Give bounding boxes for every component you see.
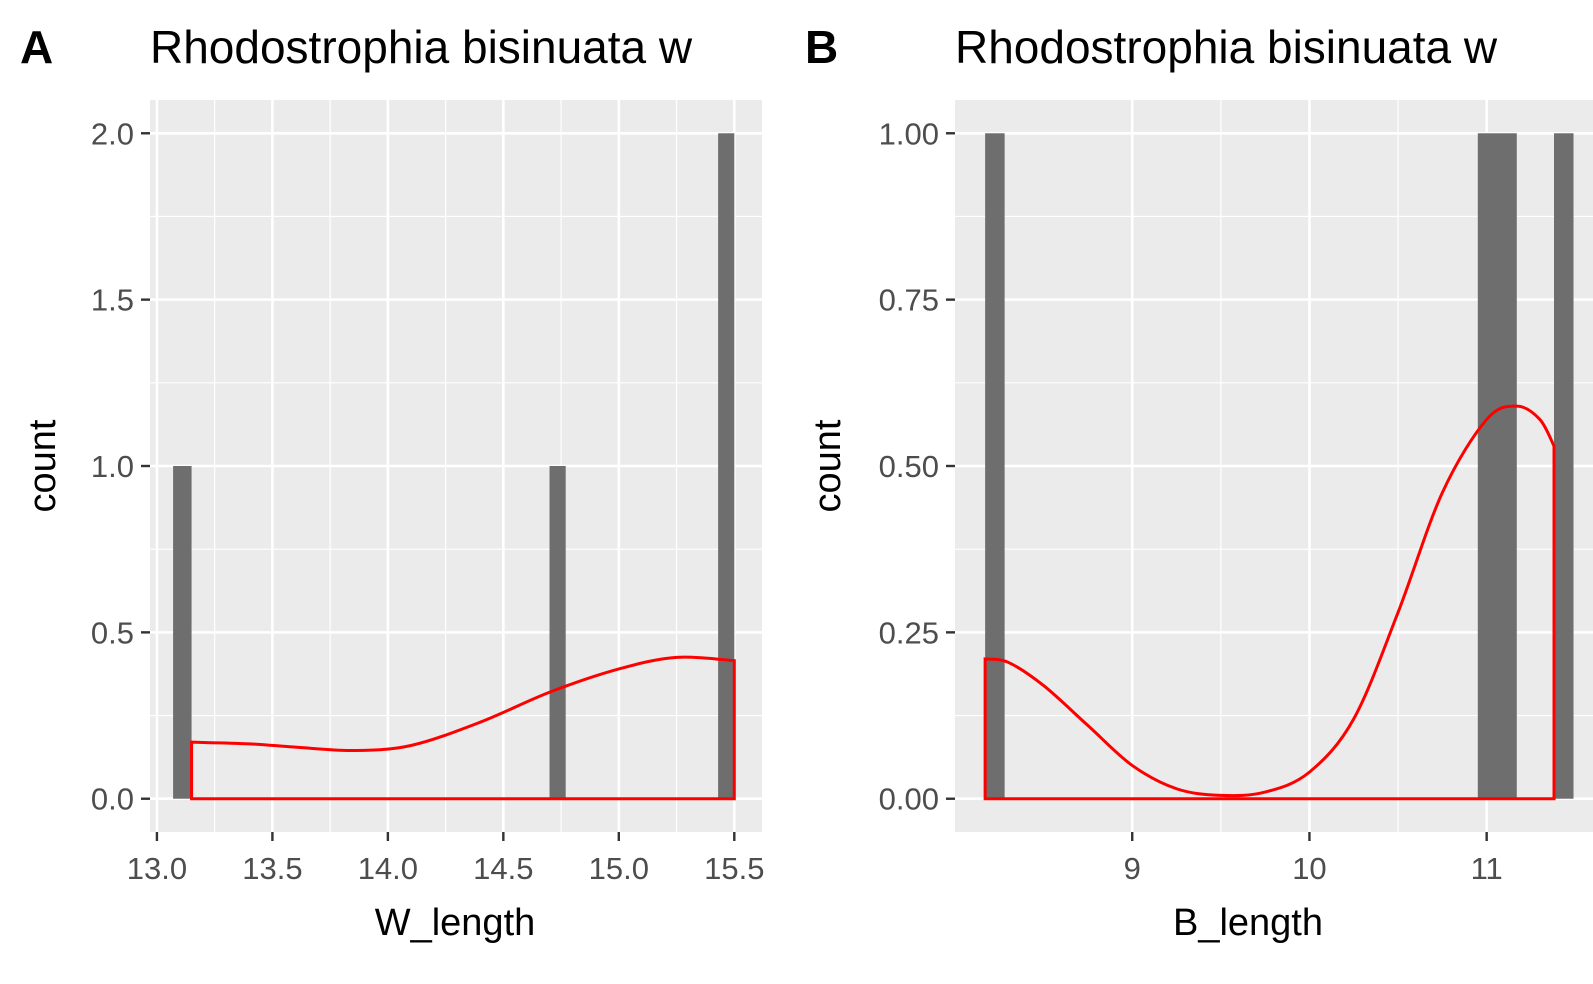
panel-b-bar-1 (985, 133, 1005, 799)
panel-b-x-tick-label: 11 (1471, 851, 1503, 886)
panel-a-x-tick-label: 15.5 (704, 851, 764, 886)
panel-b-y-tick-label: 0.25 (879, 615, 939, 650)
panel-a-x-axis-title: W_length (375, 902, 536, 944)
panel-b-x-tick-label: 10 (1292, 851, 1326, 886)
panel-b-title: Rhodostrophia bisinuata w (955, 21, 1498, 73)
panel-a-density-curve (190, 655, 736, 801)
panel-a-title: Rhodostrophia bisinuata w (150, 21, 693, 73)
panel-b-x-axis-title: B_length (1173, 902, 1323, 944)
panel-a-gridlines (150, 100, 762, 832)
panel-b-x-tick-label: 9 (1124, 851, 1141, 886)
panel-a-x-tick-label: 13.5 (242, 851, 302, 886)
panel-a-y-tick-label: 2.0 (91, 116, 134, 151)
panel-b-density-curve (983, 404, 1556, 801)
panel-a-bar-3 (718, 133, 735, 799)
panel-b-y-axis-title: count (807, 419, 849, 512)
panel-a-bar-2 (549, 466, 566, 799)
panel-a-bar-1 (173, 466, 192, 799)
panel-a-x-tick-label: 14.0 (358, 851, 418, 886)
panel-a-y-tick-label: 1.5 (91, 283, 134, 318)
panel-a-axis-ticks: 13.0 13.5 14.0 14.5 15.0 15.5 0.0 0.5 1.0 1.5 2.0 (91, 116, 765, 886)
panel-b-bars (985, 133, 1574, 799)
panel-b: B Rhodostrophia bisinuata w 9 10 11 0.00 0.2… (805, 21, 1593, 944)
panel-a: A Rhodostrophia bisinuata w 13.0 13.5 14.0… (20, 21, 764, 944)
panel-b-y-tick-label: 0.00 (879, 782, 939, 817)
panel-a-y-tick-label: 1.0 (91, 449, 134, 484)
panel-a-x-tick-label: 15.0 (589, 851, 649, 886)
panel-b-label: B (805, 21, 838, 73)
panel-a-y-tick-label: 0.0 (91, 782, 134, 817)
panel-b-bar-3 (1554, 133, 1574, 799)
panel-a-bars (173, 133, 735, 799)
panel-a-label: A (20, 21, 53, 73)
panel-a-x-tick-label: 14.5 (473, 851, 533, 886)
panel-a-y-axis-title: count (22, 419, 64, 512)
panel-a-y-tick-label: 0.5 (91, 615, 134, 650)
panel-b-y-tick-label: 0.50 (879, 449, 939, 484)
panel-b-y-tick-label: 1.00 (879, 116, 939, 151)
panel-a-x-tick-label: 13.0 (127, 851, 187, 886)
panel-b-axis-ticks: 9 10 11 0.00 0.25 0.50 0.75 1.00 (879, 116, 1503, 886)
panel-b-bar-2 (1477, 133, 1517, 799)
panel-b-y-tick-label: 0.75 (879, 283, 939, 318)
